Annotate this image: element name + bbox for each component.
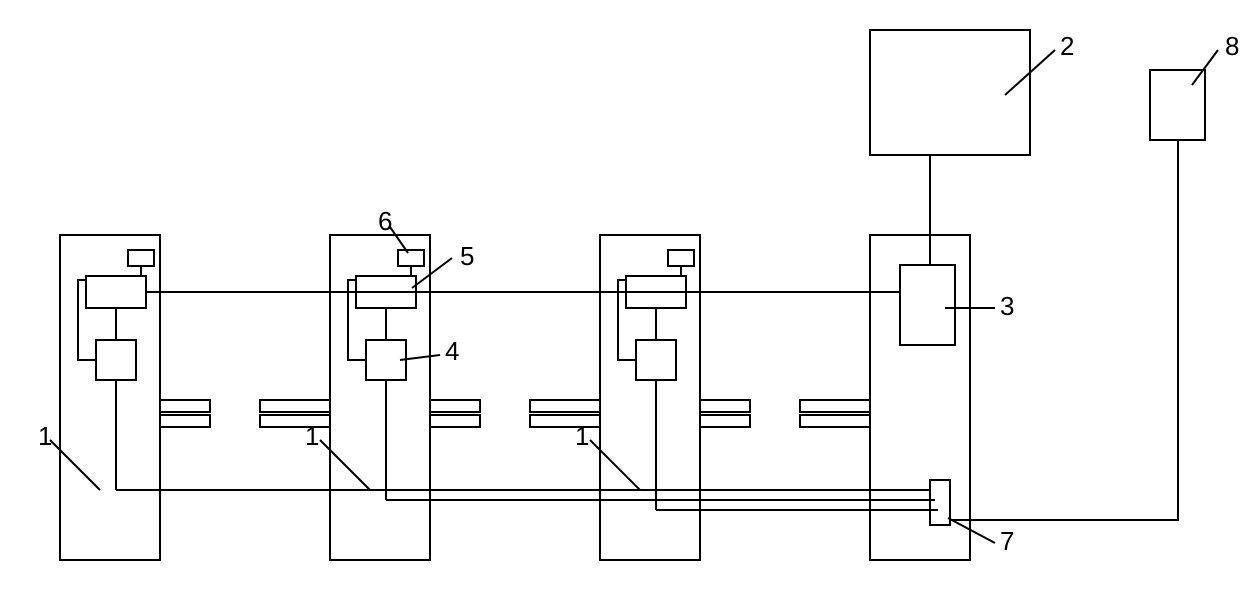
rail-1-0-bot xyxy=(430,415,480,427)
rail-2-1-bot xyxy=(800,415,870,427)
box-5-1 xyxy=(86,276,146,308)
rail-1-1-top xyxy=(530,400,600,412)
label-6: 6 xyxy=(378,206,392,236)
box-4-3 xyxy=(636,340,676,380)
rail-2-1-top xyxy=(800,400,870,412)
box-6-1 xyxy=(128,250,154,266)
rail-0-1-bot xyxy=(260,415,330,427)
label-1a: 1 xyxy=(38,421,52,451)
box-3 xyxy=(900,265,955,345)
label-2: 2 xyxy=(1060,31,1074,61)
label-3: 3 xyxy=(1000,291,1014,321)
rail-0-0-top xyxy=(160,400,210,412)
wire-8-to-7 xyxy=(950,140,1178,520)
box-4-1 xyxy=(96,340,136,380)
box-6-3 xyxy=(668,250,694,266)
box-6-2 xyxy=(398,250,424,266)
rail-2-0-bot xyxy=(700,415,750,427)
rail-0-1-top xyxy=(260,400,330,412)
rail-2-0-top xyxy=(700,400,750,412)
rail-0-0-bot xyxy=(160,415,210,427)
label-4: 4 xyxy=(445,336,459,366)
label-1c: 1 xyxy=(575,421,589,451)
box-8 xyxy=(1150,70,1205,140)
label-8: 8 xyxy=(1225,31,1239,61)
rail-1-0-top xyxy=(430,400,480,412)
label-1b: 1 xyxy=(305,421,319,451)
label-7: 7 xyxy=(1000,526,1014,556)
box-7 xyxy=(930,480,950,525)
rail-1-1-bot xyxy=(530,415,600,427)
box-2 xyxy=(870,30,1030,155)
label-5: 5 xyxy=(460,241,474,271)
